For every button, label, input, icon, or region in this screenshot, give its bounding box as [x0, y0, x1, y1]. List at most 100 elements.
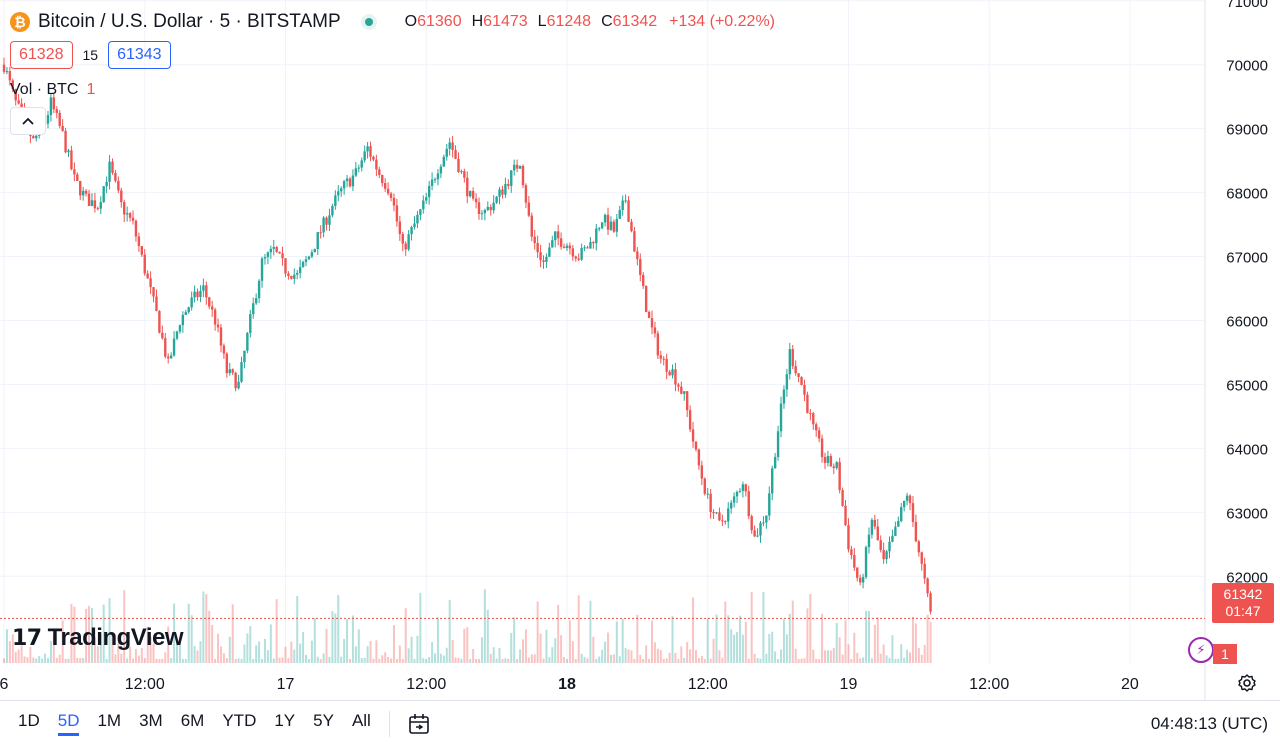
candle-body — [615, 218, 619, 232]
candle-body — [644, 286, 648, 312]
volume-bar — [563, 657, 566, 663]
candle-body — [354, 168, 358, 176]
candle-body — [794, 366, 797, 374]
volume-bar — [105, 658, 108, 663]
candle-body — [688, 410, 692, 430]
gear-icon[interactable] — [1236, 672, 1258, 694]
volume-bar — [507, 658, 510, 663]
range-3m[interactable]: 3M — [139, 711, 163, 730]
candle-body — [633, 231, 636, 252]
volume-bar — [164, 652, 167, 663]
volume-bar — [258, 641, 261, 663]
candle-body — [337, 191, 340, 196]
range-5d[interactable]: 5D — [57, 711, 80, 736]
candle-body — [240, 362, 243, 382]
volume-bar — [574, 658, 577, 663]
candle-body — [510, 170, 513, 186]
candle-body — [413, 223, 416, 228]
collapse-legend-button[interactable] — [10, 107, 46, 135]
candle-body — [779, 403, 783, 432]
volume-bar — [668, 652, 671, 663]
high-value: 61473 — [483, 13, 528, 30]
price-tick-label: 63000 — [1226, 505, 1268, 522]
volume-bar — [158, 658, 161, 663]
volume-bar — [568, 620, 571, 663]
candle-body — [169, 355, 173, 359]
candle-body — [905, 495, 909, 501]
symbol-title[interactable]: Bitcoin / U.S. Dollar · 5 · BITSTAMP — [38, 11, 341, 32]
candle-body — [685, 391, 689, 411]
range-5y[interactable]: 5Y — [313, 711, 334, 730]
ohlc-values: O61360 H61473 L61248 C61342 +134 (+0.22%… — [404, 13, 775, 30]
volume-bar — [413, 658, 416, 663]
market-status-icon[interactable] — [360, 14, 377, 30]
volume-bar — [161, 658, 164, 663]
time-axis[interactable]: 6 12:00 17 12:00 18 12:00 19 12:00 20 — [0, 676, 1139, 693]
volume-bar — [480, 637, 483, 663]
volume-bar — [730, 629, 733, 663]
volume-bar — [703, 658, 706, 663]
lightning-icon[interactable]: ⚡ — [1188, 637, 1214, 663]
candle-body — [111, 161, 114, 173]
volume-bar — [821, 613, 824, 663]
candle-body — [14, 89, 17, 101]
candle-body — [298, 267, 302, 273]
range-1y[interactable]: 1Y — [274, 711, 296, 730]
tradingview-logo[interactable]: 17 TradingView — [12, 624, 184, 652]
candle-body — [885, 551, 888, 560]
range-all[interactable]: All — [351, 711, 371, 730]
toolbar-divider — [388, 710, 390, 737]
candle-body — [501, 189, 504, 195]
candle-body — [800, 377, 803, 386]
volume-bar — [99, 633, 102, 663]
price-axis[interactable]: 71000 70000 69000 68000 67000 66000 65000 64000… — [1226, 0, 1268, 586]
range-1d[interactable]: 1D — [18, 711, 40, 730]
candle-body — [73, 169, 76, 175]
date-range-button[interactable] — [406, 711, 432, 737]
candle-body — [562, 246, 566, 248]
volume-bar — [554, 638, 557, 663]
price-chart[interactable]: 71000 70000 69000 68000 67000 66000 65000 64000… — [0, 0, 1280, 700]
volume-bar — [187, 603, 190, 663]
volume-bar — [363, 657, 366, 663]
utc-clock[interactable]: 04:48:13 (UTC) — [1150, 713, 1268, 733]
candle-body — [524, 185, 528, 203]
volume-bar — [369, 641, 372, 663]
volume-bar — [524, 629, 527, 663]
volume-bar — [348, 658, 351, 663]
candle-body — [548, 247, 551, 257]
volume-bar — [527, 657, 530, 663]
candle-body — [823, 456, 827, 463]
candle-body — [293, 274, 296, 279]
candle-body — [342, 181, 346, 189]
candle-body — [319, 232, 322, 234]
volume-bar — [460, 658, 463, 663]
volume-bar — [5, 629, 8, 663]
range-ytd[interactable]: YTD — [222, 711, 257, 730]
candle-body — [803, 385, 806, 395]
sell-button[interactable]: 61328 — [10, 41, 73, 69]
candle-body — [357, 167, 360, 169]
candle-body — [609, 221, 613, 230]
range-1m[interactable]: 1M — [97, 711, 122, 730]
candle-body — [489, 206, 492, 211]
volume-bar — [762, 592, 765, 663]
volume-bar — [134, 649, 137, 663]
candle-body — [639, 259, 642, 275]
buy-button[interactable]: 61343 — [108, 41, 171, 69]
volume-bar — [630, 650, 633, 663]
candle-body — [656, 333, 660, 356]
volume-bar — [199, 641, 202, 663]
volume-bar — [914, 623, 917, 663]
volume-bar — [64, 658, 67, 663]
range-6m[interactable]: 6M — [180, 711, 205, 730]
candle-body — [926, 578, 929, 594]
volume-bar — [709, 658, 712, 663]
volume-bar — [906, 649, 909, 663]
volume-bar — [20, 645, 23, 663]
volume-legend[interactable]: Vol · BTC 1 — [10, 81, 95, 99]
low-value: 61248 — [546, 13, 592, 30]
price-tick-label: 67000 — [1226, 250, 1268, 267]
volume-bar — [407, 648, 410, 663]
volume-bar — [478, 658, 481, 663]
